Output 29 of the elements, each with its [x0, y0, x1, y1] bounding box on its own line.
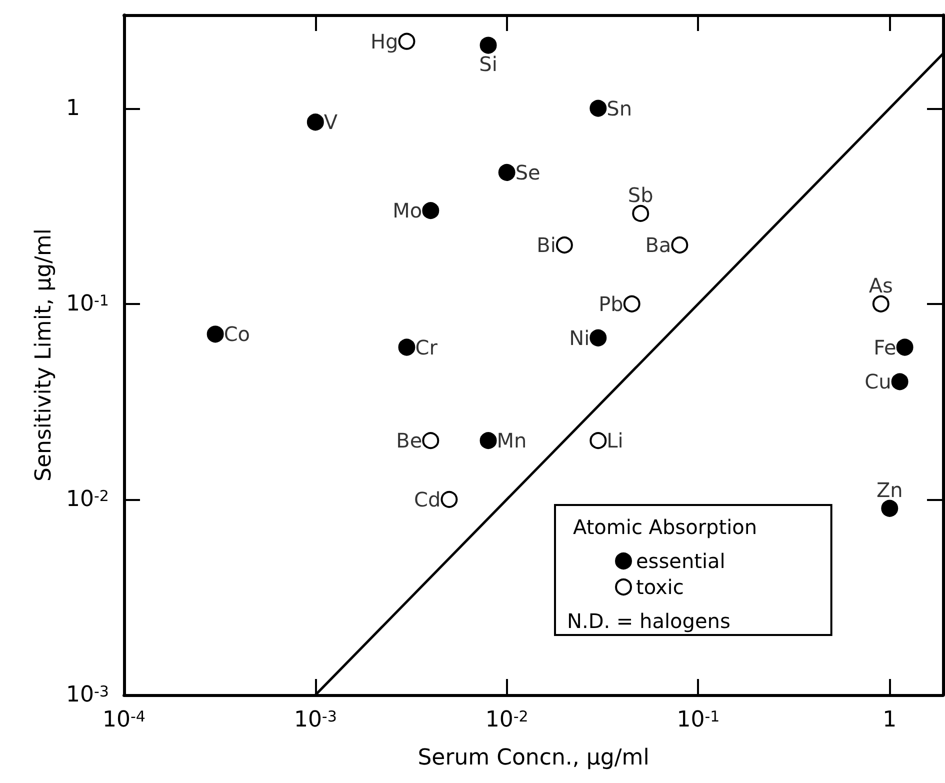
annotation: N.D. = halogens: [567, 609, 730, 633]
annotation: Bi: [536, 233, 556, 257]
annotation: Li: [606, 428, 624, 453]
annotation: Cr: [415, 335, 438, 360]
annotation: Mn: [496, 428, 527, 453]
annotation: Si: [479, 52, 498, 76]
annotation: V: [324, 110, 338, 134]
legend-label: essential: [636, 549, 726, 573]
annotation: Zn: [876, 478, 903, 502]
annotation: Cu: [864, 370, 892, 394]
annotation: As: [868, 273, 893, 298]
annotation: Sb: [628, 182, 654, 207]
annotation: Co: [224, 322, 250, 346]
annotation: Fe: [874, 335, 896, 360]
annotation: Se: [515, 160, 540, 184]
legend-title: Atomic Absorption: [573, 515, 758, 539]
annotation: Hg: [370, 29, 398, 54]
annotation: Ni: [569, 326, 590, 350]
x-tick-label: 1: [882, 708, 897, 732]
legend-label: toxic: [636, 575, 684, 599]
x-axis-title: Serum Concn., μg/ml: [418, 746, 650, 770]
annotation: Ba: [645, 233, 672, 257]
annotation: Pb: [598, 292, 624, 316]
y-tick-label: 1: [66, 96, 80, 121]
annotation: Sn: [606, 96, 632, 120]
y-axis-title: Sensitivity Limit, μg/ml: [32, 228, 57, 482]
annotation: Be: [396, 428, 422, 453]
annotation: Cd: [414, 487, 441, 512]
annotation: Mo: [392, 198, 422, 223]
